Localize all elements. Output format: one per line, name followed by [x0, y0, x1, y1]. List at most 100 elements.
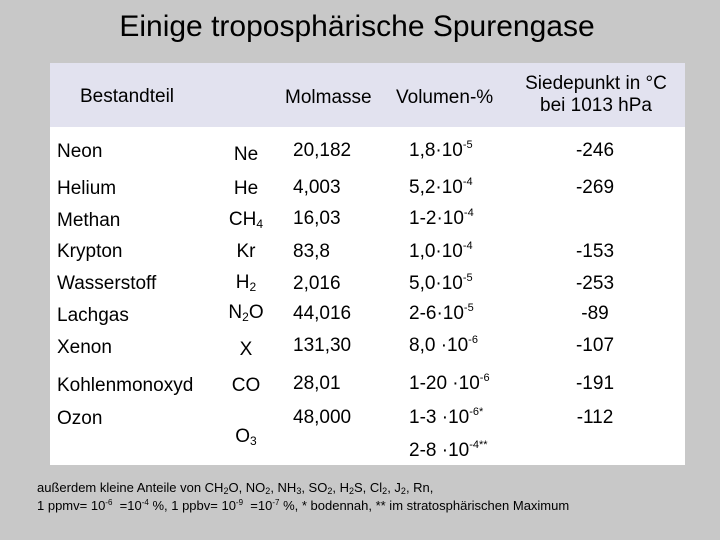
chemical-formula: H2	[206, 272, 286, 294]
formula-subscript: 4	[256, 217, 264, 231]
volumen-exponent: -5	[462, 272, 473, 284]
chemical-formula: N2O	[206, 302, 286, 324]
volumen-value: 1-3 ·10-6*	[409, 407, 483, 429]
siedepunkt-value: -191	[575, 373, 615, 394]
footnote-text: =10	[112, 498, 142, 513]
footnote-superscript: -6	[105, 498, 113, 507]
formula-subscript: 2	[249, 280, 257, 294]
siedepunkt-value: -253	[575, 273, 615, 294]
footnote-subscript: 3	[296, 486, 302, 496]
footnote-superscript: -9	[235, 498, 244, 507]
footnote-superscript: -7	[272, 498, 280, 507]
siedepunkt-value: -112	[576, 407, 614, 428]
molmasse-value: 4,003	[293, 177, 341, 198]
volumen-base: 5,0·10	[409, 273, 463, 294]
volumen-base: 1-2·10	[409, 208, 464, 229]
volumen-exponent: -6	[479, 372, 490, 384]
volumen-exponent: -4	[463, 207, 474, 219]
molmasse-value: 83,8	[293, 241, 330, 262]
volumen-base: 8,0 ·10	[409, 335, 469, 356]
volumen-value: 5,2·10-4	[409, 177, 473, 199]
volumen-base: 1,8·10	[409, 140, 463, 161]
formula-part: N	[228, 302, 243, 323]
volumen-value: 1,0·10-4	[409, 241, 473, 263]
volumen-base: 5,2·10	[409, 177, 463, 198]
volumen-base: 1-3 ·10	[409, 407, 470, 428]
volumen-base: 1-20 ·10	[409, 373, 480, 394]
footnote-text: , J	[387, 480, 401, 495]
volumen-exponent: -4**	[469, 439, 488, 451]
footnote-superscript: -4	[141, 498, 149, 507]
formula-part: O	[235, 426, 251, 447]
chemical-formula: CO	[206, 375, 286, 397]
volumen-base: 1,0·10	[409, 241, 463, 262]
footnote-text: , Rn,	[405, 480, 434, 495]
volumen-value-stratosphere: 2-8 ·10-4**	[409, 440, 488, 462]
footnote-text: S, Cl	[354, 480, 383, 495]
footnote-text: %, 1 ppbv= 10	[148, 498, 236, 513]
header-volumen: Volumen-%	[396, 87, 494, 108]
header-siedepunkt: Siedepunkt in °C bei 1013 hPa	[513, 73, 679, 117]
volumen-value: 8,0 ·10-6	[409, 335, 478, 357]
chemical-formula: He	[206, 178, 286, 200]
gas-name: Kohlenmonoxyd	[57, 375, 194, 396]
footnote-text: , SO	[301, 480, 328, 495]
chemical-formula: Ne	[206, 144, 286, 166]
gas-name: Wasserstoff	[57, 273, 157, 294]
footnote-text: , H	[332, 480, 349, 495]
formula-part: H	[235, 272, 250, 293]
gas-name: Krypton	[57, 241, 123, 262]
siedepunkt-value: -89	[581, 303, 609, 324]
gas-name: Neon	[57, 141, 103, 162]
molmasse-value: 20,182	[293, 140, 352, 161]
siedepunkt-value: -246	[575, 140, 615, 161]
chemical-formula: X	[206, 339, 286, 361]
volumen-base: 2-6·10	[409, 303, 464, 324]
molmasse-value: 28,01	[293, 373, 341, 394]
formula-subscript: 2	[242, 310, 249, 324]
footnote-subscript: 2	[382, 486, 388, 496]
table-header: Bestandteil Molmasse Volumen-% Siedepunk…	[50, 63, 685, 127]
page-title: Einige troposphärische Spurengase	[119, 10, 595, 43]
formula-part: CH	[228, 209, 257, 230]
gas-name: Ozon	[57, 408, 103, 429]
header-siedepunkt-line1: Siedepunkt in °C	[525, 73, 667, 94]
volumen-exponent: -4	[462, 176, 473, 188]
molmasse-value: 44,016	[293, 303, 352, 324]
volumen-value: 2-6·10-5	[409, 303, 474, 325]
footnote-text: 1 ppmv= 10	[37, 498, 106, 513]
footnote-subscript: 2	[348, 486, 354, 496]
molmasse-value: 48,000	[293, 407, 352, 428]
volumen-base: 2-8 ·10	[409, 440, 470, 461]
chemical-formula: O3	[206, 426, 286, 448]
chemical-formula: Kr	[206, 241, 286, 263]
volumen-exponent: -6	[468, 334, 478, 346]
footnote-text: O, NO	[228, 480, 266, 495]
volumen-exponent: -6*	[469, 406, 484, 418]
siedepunkt-value: -269	[575, 177, 615, 198]
molmasse-value: 131,30	[293, 335, 352, 356]
footnote-text: %, * bodennah, ** im stratosphärischen M…	[279, 498, 570, 513]
volumen-exponent: -5	[463, 302, 474, 314]
gas-name: Xenon	[57, 337, 112, 358]
formula-part: X	[239, 339, 253, 360]
footnote-line-2: 1 ppmv= 10-6 =10-4 %, 1 ppbv= 10-9 =10-7…	[37, 497, 569, 515]
footnote-subscript: 2	[327, 486, 333, 496]
footnote-subscript: 2	[265, 486, 271, 496]
formula-part: Kr	[236, 241, 256, 262]
gas-name: Lachgas	[57, 305, 129, 326]
volumen-exponent: -5	[462, 139, 473, 151]
header-bestandteil: Bestandteil	[80, 86, 175, 107]
volumen-value: 1,8·10-5	[409, 140, 473, 162]
siedepunkt-value: -107	[575, 335, 615, 356]
gas-name: Methan	[57, 210, 121, 231]
footnote-text: außerdem kleine Anteile von CH	[37, 480, 224, 495]
footnote-subscript: 2	[223, 486, 229, 496]
header-siedepunkt-line2: bei 1013 hPa	[540, 95, 652, 116]
gas-name: Helium	[57, 178, 117, 199]
formula-part: O	[248, 302, 264, 323]
formula-subscript: 3	[250, 434, 257, 448]
footnote-subscript: 2	[400, 486, 406, 496]
volumen-value: 1-20 ·10-6	[409, 373, 490, 395]
molmasse-value: 16,03	[293, 208, 341, 229]
